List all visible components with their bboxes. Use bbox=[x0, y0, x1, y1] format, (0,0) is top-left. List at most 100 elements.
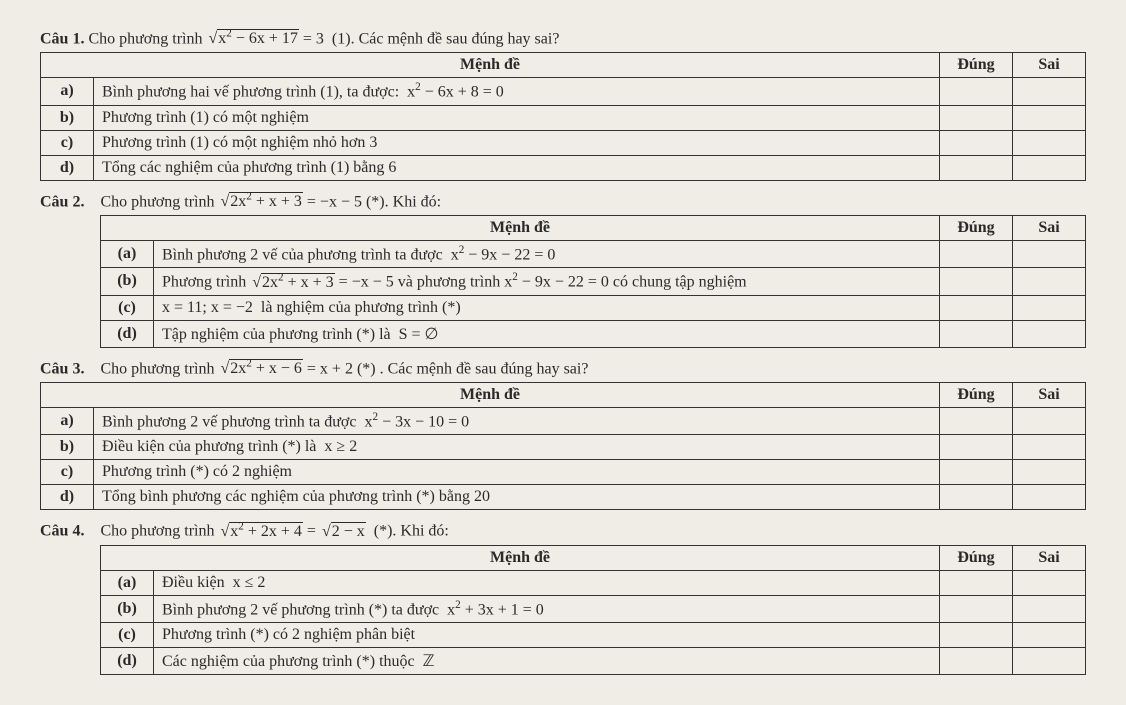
q1-eq-rest: = 3 (1). bbox=[303, 30, 355, 47]
q3-header-row: Mệnh đề Đúng Sai bbox=[41, 382, 1086, 407]
row-text: Tổng các nghiệm của phương trình (1) bằn… bbox=[94, 155, 940, 180]
q3-eq-rest: = x + 2 (*) . bbox=[307, 360, 384, 377]
q2-mde-header: Mệnh đề bbox=[101, 215, 940, 240]
table-row: a) Bình phương 2 vế phương trình ta được… bbox=[41, 407, 1086, 434]
table-row: (b) Phương trình 2x2 + x + 3 = −x − 5 và… bbox=[101, 268, 1086, 295]
table-row: (d) Các nghiệm của phương trình (*) thuộ… bbox=[101, 647, 1086, 674]
sai-cell[interactable] bbox=[1013, 485, 1086, 510]
sai-cell[interactable] bbox=[1013, 407, 1086, 434]
q1-label: Câu 1. bbox=[40, 30, 84, 47]
row-id: a) bbox=[41, 407, 94, 434]
dung-cell[interactable] bbox=[940, 130, 1013, 155]
q1-table: Mệnh đề Đúng Sai a) Bình phương hai vế p… bbox=[40, 52, 1086, 180]
q1-prefix: Cho phương trình bbox=[88, 30, 206, 47]
table-row: b) Điều kiện của phương trình (*) là x ≥… bbox=[41, 435, 1086, 460]
dung-cell[interactable] bbox=[940, 320, 1013, 347]
dung-cell[interactable] bbox=[940, 485, 1013, 510]
sai-cell[interactable] bbox=[1013, 435, 1086, 460]
row-id: (b) bbox=[101, 268, 154, 295]
sai-cell[interactable] bbox=[1013, 105, 1086, 130]
q3-dung-header: Đúng bbox=[940, 382, 1013, 407]
q2-prompt: Câu 2. Cho phương trình 2x2 + x + 3 = −x… bbox=[40, 191, 1086, 211]
dung-cell[interactable] bbox=[940, 622, 1013, 647]
table-row: (b) Bình phương 2 vế phương trình (*) ta… bbox=[101, 595, 1086, 622]
q1-dung-header: Đúng bbox=[940, 53, 1013, 78]
dung-cell[interactable] bbox=[940, 407, 1013, 434]
row-text: Điều kiện của phương trình (*) là x ≥ 2 bbox=[94, 435, 940, 460]
row-text: Tổng bình phương các nghiệm của phương t… bbox=[94, 485, 940, 510]
table-row: (d) Tập nghiệm của phương trình (*) là S… bbox=[101, 320, 1086, 347]
table-row: (a) Bình phương 2 vế của phương trình ta… bbox=[101, 240, 1086, 267]
table-row: d) Tổng các nghiệm của phương trình (1) … bbox=[41, 155, 1086, 180]
q2-prefix: Cho phương trình bbox=[100, 193, 218, 210]
q3-suffix: Các mệnh đề sau đúng hay sai? bbox=[388, 360, 589, 377]
q1-suffix: Các mệnh đề sau đúng hay sai? bbox=[359, 30, 560, 47]
q3-sai-header: Sai bbox=[1013, 382, 1086, 407]
sai-cell[interactable] bbox=[1013, 240, 1086, 267]
row-text: Điều kiện x ≤ 2 bbox=[154, 570, 940, 595]
q4-sai-header: Sai bbox=[1013, 545, 1086, 570]
sai-cell[interactable] bbox=[1013, 595, 1086, 622]
row-id: (a) bbox=[101, 240, 154, 267]
dung-cell[interactable] bbox=[940, 105, 1013, 130]
row-id: (b) bbox=[101, 595, 154, 622]
q4-prefix: Cho phương trình bbox=[100, 523, 218, 540]
dung-cell[interactable] bbox=[940, 595, 1013, 622]
q3-table: Mệnh đề Đúng Sai a) Bình phương 2 vế phư… bbox=[40, 382, 1086, 510]
dung-cell[interactable] bbox=[940, 460, 1013, 485]
row-text: Bình phương hai vế phương trình (1), ta … bbox=[94, 78, 940, 105]
dung-cell[interactable] bbox=[940, 155, 1013, 180]
sai-cell[interactable] bbox=[1013, 78, 1086, 105]
dung-cell[interactable] bbox=[940, 78, 1013, 105]
row-id: b) bbox=[41, 105, 94, 130]
row-text: Các nghiệm của phương trình (*) thuộc ℤ bbox=[154, 647, 940, 674]
row-id: (d) bbox=[101, 647, 154, 674]
sai-cell[interactable] bbox=[1013, 647, 1086, 674]
q2-label: Câu 2. bbox=[40, 193, 84, 210]
q4-prompt: Câu 4. Cho phương trình x2 + 2x + 4 = 2 … bbox=[40, 520, 1086, 540]
row-id: d) bbox=[41, 485, 94, 510]
sai-cell[interactable] bbox=[1013, 155, 1086, 180]
q4-suffix: Khi đó: bbox=[400, 523, 448, 540]
dung-cell[interactable] bbox=[940, 570, 1013, 595]
sai-cell[interactable] bbox=[1013, 295, 1086, 320]
table-row: (a) Điều kiện x ≤ 2 bbox=[101, 570, 1086, 595]
row-id: (c) bbox=[101, 295, 154, 320]
table-row: c) Phương trình (*) có 2 nghiệm bbox=[41, 460, 1086, 485]
dung-cell[interactable] bbox=[940, 268, 1013, 295]
q4-eq-mid: = bbox=[307, 523, 320, 540]
sai-cell[interactable] bbox=[1013, 268, 1086, 295]
q2-suffix: Khi đó: bbox=[393, 193, 441, 210]
q4-sqrt-left: x2 + 2x + 4 bbox=[218, 520, 302, 540]
dung-cell[interactable] bbox=[940, 435, 1013, 460]
row-text: Tập nghiệm của phương trình (*) là S = ∅ bbox=[154, 320, 940, 347]
q4-dung-header: Đúng bbox=[940, 545, 1013, 570]
dung-cell[interactable] bbox=[940, 240, 1013, 267]
q4-table: Mệnh đề Đúng Sai (a) Điều kiện x ≤ 2 (b)… bbox=[100, 545, 1086, 675]
table-row: a) Bình phương hai vế phương trình (1), … bbox=[41, 78, 1086, 105]
table-row: (c) x = 11; x = −2 là nghiệm của phương … bbox=[101, 295, 1086, 320]
row-text: Phương trình 2x2 + x + 3 = −x − 5 và phư… bbox=[154, 268, 940, 295]
row-id: (d) bbox=[101, 320, 154, 347]
q3-prompt: Câu 3. Cho phương trình 2x2 + x − 6 = x … bbox=[40, 358, 1086, 378]
row-text: Bình phương 2 vế phương trình ta được x2… bbox=[94, 407, 940, 434]
sai-cell[interactable] bbox=[1013, 570, 1086, 595]
row-id: (a) bbox=[101, 570, 154, 595]
q4-eq-rest: (*). bbox=[370, 523, 397, 540]
q1-sqrt: x2 − 6x + 17 bbox=[206, 28, 298, 48]
row-id: c) bbox=[41, 130, 94, 155]
q2-sqrt: 2x2 + x + 3 bbox=[218, 191, 302, 211]
row-text: Bình phương 2 vế phương trình (*) ta đượ… bbox=[154, 595, 940, 622]
sai-cell[interactable] bbox=[1013, 622, 1086, 647]
q4-mde-header: Mệnh đề bbox=[101, 545, 940, 570]
row-text: Phương trình (*) có 2 nghiệm bbox=[94, 460, 940, 485]
sai-cell[interactable] bbox=[1013, 460, 1086, 485]
table-row: (c) Phương trình (*) có 2 nghiệm phân bi… bbox=[101, 622, 1086, 647]
dung-cell[interactable] bbox=[940, 647, 1013, 674]
row-id: a) bbox=[41, 78, 94, 105]
dung-cell[interactable] bbox=[940, 295, 1013, 320]
row-id: c) bbox=[41, 460, 94, 485]
sai-cell[interactable] bbox=[1013, 130, 1086, 155]
sai-cell[interactable] bbox=[1013, 320, 1086, 347]
q2-dung-header: Đúng bbox=[940, 215, 1013, 240]
